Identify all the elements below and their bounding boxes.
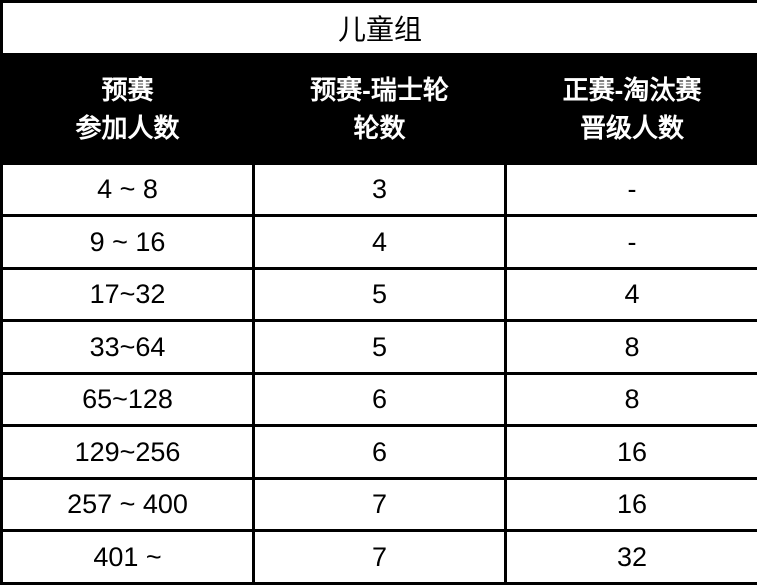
header-row: 预赛参加人数 预赛-瑞士轮 轮数 正赛-淘汰赛 晋级人数 [0,52,757,165]
rounds-cell: 4 [252,214,507,270]
participants-cell: 401 ~ [0,529,255,585]
advance-cell: 16 [503,476,757,533]
participants-cell: 257 ~ 400 [0,476,255,533]
table-row: 33~64 5 8 [0,319,757,375]
rounds-cell: 7 [252,529,507,585]
table-row: 65~128 6 8 [0,371,757,428]
header-swiss-rounds: 预赛-瑞士轮 轮数 [252,52,507,165]
rounds-cell: 6 [252,424,507,480]
title-row: 儿童组 [0,0,757,56]
advance-cell: 16 [503,424,757,480]
participants-cell: 33~64 [0,319,255,375]
header-line: 轮数 [353,112,406,143]
table-row: 129~256 6 16 [0,424,757,480]
advance-cell: 32 [503,529,757,585]
participants-cell: 129~256 [0,424,255,480]
advance-cell: 4 [503,266,757,323]
advance-cell: - [503,161,757,218]
participants-cell: 4 ~ 8 [0,161,255,218]
header-knockout-advance: 正赛-淘汰赛 晋级人数 [503,52,757,165]
table-row: 9 ~ 16 4- [0,214,757,270]
table-row: 257 ~ 400 7 16 [0,476,757,533]
table-row: 17~32 5 4 [0,266,757,323]
advance-cell: 8 [503,371,757,428]
rounds-cell: 7 [252,476,507,533]
participants-cell: 9 ~ 16 [0,214,255,270]
rounds-cell: 5 [252,319,507,375]
participants-cell: 65~128 [0,371,255,428]
participants-cell: 17~32 [0,266,255,323]
rounds-cell: 3 [252,161,507,218]
table-row: 401 ~7 32 [0,529,757,585]
table-title: 儿童组 [0,0,757,56]
advance-cell: - [503,214,757,270]
header-line: 参加人数 [75,112,180,143]
rounds-cell: 5 [252,266,507,323]
header-line: 正赛-淘汰赛 [562,74,702,105]
header-line: 晋级人数 [580,112,685,143]
header-participants: 预赛 参加人数 [0,52,255,165]
advance-cell: 8 [503,319,757,375]
rounds-cell: 6 [252,371,507,428]
header-line: 预赛 [101,74,154,105]
header-line: 预赛-瑞士轮 [310,74,449,105]
